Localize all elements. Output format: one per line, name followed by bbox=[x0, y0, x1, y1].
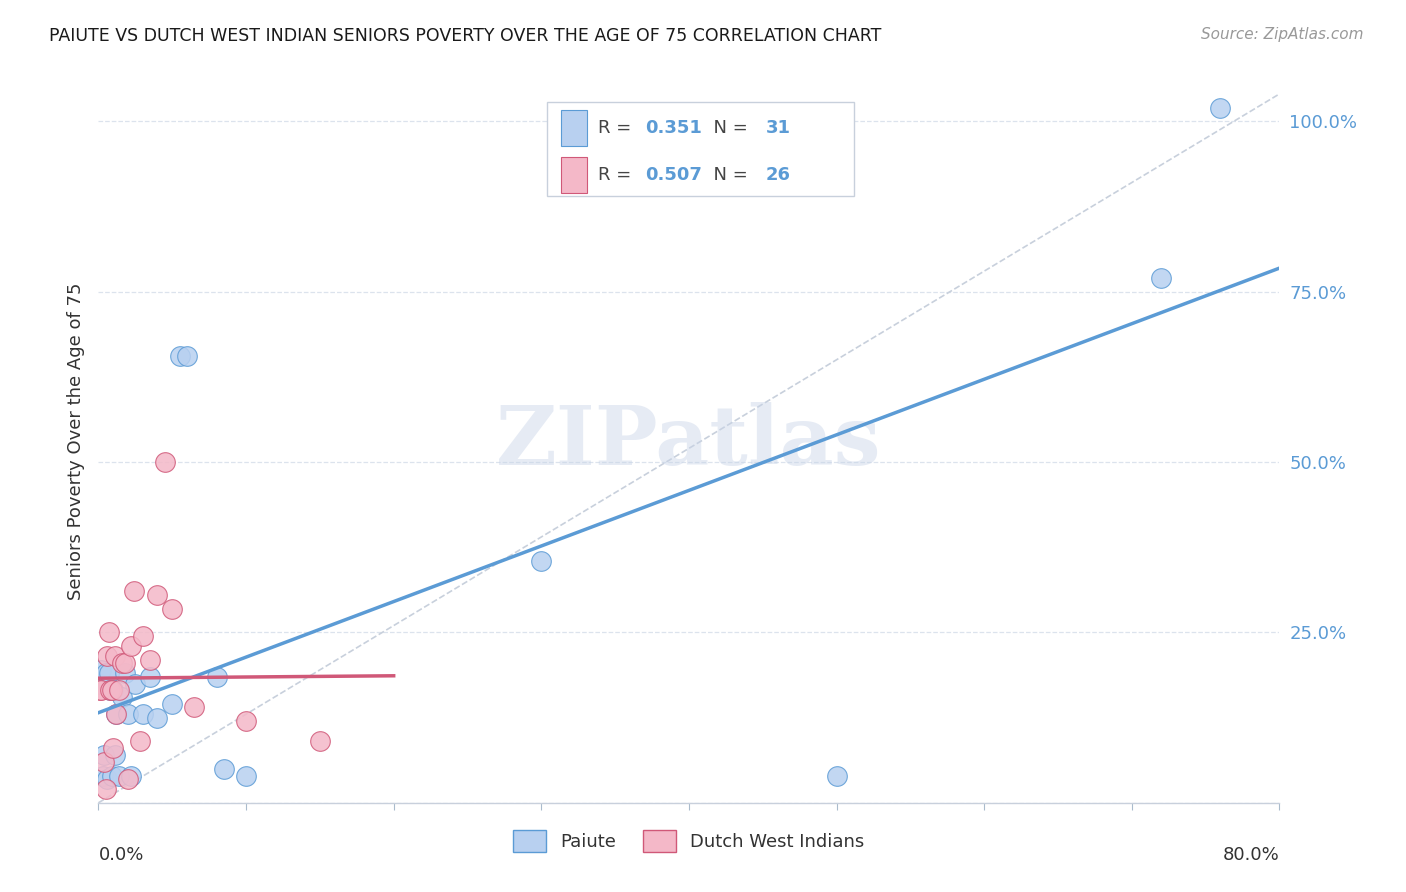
Point bbox=[96, 772, 118, 786]
Point bbox=[94, 782, 117, 797]
Text: PAIUTE VS DUTCH WEST INDIAN SENIORS POVERTY OVER THE AGE OF 75 CORRELATION CHART: PAIUTE VS DUTCH WEST INDIAN SENIORS POVE… bbox=[49, 27, 882, 45]
Point bbox=[91, 768, 114, 782]
Point bbox=[128, 734, 150, 748]
Point bbox=[90, 683, 112, 698]
Point bbox=[98, 683, 121, 698]
Text: 31: 31 bbox=[766, 120, 790, 137]
Point bbox=[117, 772, 139, 786]
Point bbox=[162, 601, 183, 615]
Point bbox=[104, 748, 127, 763]
Point bbox=[93, 755, 115, 769]
Point bbox=[176, 349, 198, 363]
Point bbox=[114, 666, 136, 681]
Point bbox=[98, 683, 121, 698]
Point bbox=[162, 697, 183, 711]
Text: R =: R = bbox=[598, 120, 637, 137]
Point bbox=[108, 768, 131, 782]
Point bbox=[120, 768, 142, 782]
Point bbox=[122, 584, 145, 599]
Point bbox=[114, 656, 136, 670]
Point bbox=[100, 768, 122, 782]
Point bbox=[111, 656, 134, 670]
Point bbox=[124, 676, 146, 690]
Point bbox=[120, 639, 142, 653]
Text: 80.0%: 80.0% bbox=[1223, 847, 1279, 864]
Point bbox=[97, 666, 120, 681]
Point bbox=[530, 554, 553, 568]
Point bbox=[96, 649, 118, 664]
Text: 0.351: 0.351 bbox=[645, 120, 702, 137]
Point bbox=[235, 714, 257, 728]
Point bbox=[103, 683, 125, 698]
Point bbox=[212, 762, 235, 776]
Point bbox=[94, 666, 117, 681]
Point bbox=[103, 741, 125, 756]
Point bbox=[108, 683, 131, 698]
Point bbox=[100, 683, 122, 698]
Point bbox=[235, 768, 257, 782]
Point bbox=[104, 649, 127, 664]
Point bbox=[146, 588, 169, 602]
Point bbox=[97, 625, 120, 640]
Text: ZIPatlas: ZIPatlas bbox=[496, 401, 882, 482]
Text: 0.0%: 0.0% bbox=[98, 847, 143, 864]
Point bbox=[205, 670, 228, 684]
Point bbox=[1209, 101, 1232, 115]
Point bbox=[1150, 271, 1173, 285]
Text: 26: 26 bbox=[766, 166, 790, 185]
Text: N =: N = bbox=[702, 166, 754, 185]
Point bbox=[89, 683, 111, 698]
Text: N =: N = bbox=[702, 120, 754, 137]
Point bbox=[93, 748, 115, 763]
Point bbox=[139, 670, 162, 684]
Point bbox=[169, 349, 191, 363]
Point bbox=[132, 629, 155, 643]
Point bbox=[139, 653, 162, 667]
Point bbox=[105, 707, 128, 722]
Text: 0.507: 0.507 bbox=[645, 166, 702, 185]
FancyBboxPatch shape bbox=[547, 102, 855, 196]
Point bbox=[90, 663, 112, 677]
Point bbox=[111, 690, 134, 705]
Point bbox=[146, 710, 169, 724]
FancyBboxPatch shape bbox=[561, 111, 588, 146]
Point bbox=[132, 707, 155, 722]
Point bbox=[183, 700, 205, 714]
Y-axis label: Seniors Poverty Over the Age of 75: Seniors Poverty Over the Age of 75 bbox=[66, 283, 84, 600]
Text: R =: R = bbox=[598, 166, 637, 185]
Point bbox=[153, 455, 176, 469]
Point bbox=[117, 707, 139, 722]
Point bbox=[89, 676, 111, 690]
Point bbox=[105, 707, 128, 722]
FancyBboxPatch shape bbox=[561, 157, 588, 193]
Point bbox=[309, 734, 332, 748]
Legend: Paiute, Dutch West Indians: Paiute, Dutch West Indians bbox=[506, 822, 872, 859]
Point bbox=[825, 768, 848, 782]
Text: Source: ZipAtlas.com: Source: ZipAtlas.com bbox=[1201, 27, 1364, 42]
